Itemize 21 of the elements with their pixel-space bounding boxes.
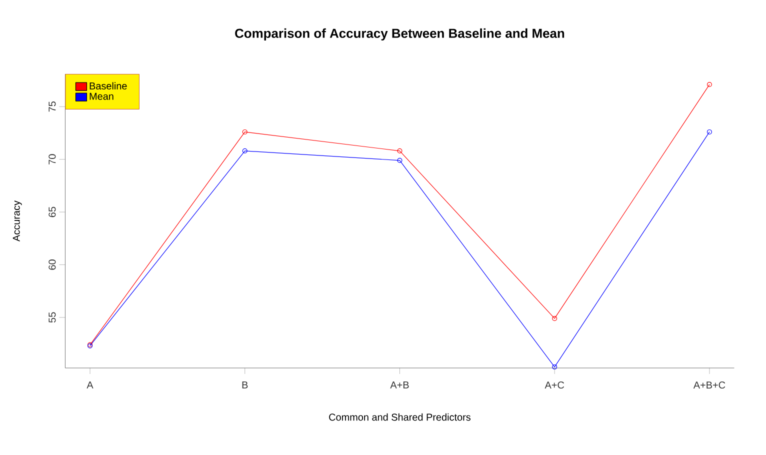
- y-tick-label: 55: [48, 312, 56, 323]
- y-tick-label: 65: [48, 206, 56, 218]
- point: [242, 129, 248, 134]
- y-tick-label: 70: [48, 154, 56, 164]
- x-tick-label: A+B: [390, 382, 409, 388]
- legend-label: Mean: [90, 92, 114, 100]
- x-tick-label: A: [86, 382, 94, 388]
- x-tick-label: A+B+C: [693, 382, 726, 389]
- legend-label: Baseline: [90, 82, 127, 90]
- x-tick-label: B: [242, 382, 248, 388]
- x-axis-title: Common and Shared Predictors: [329, 413, 471, 421]
- point: [397, 158, 402, 163]
- y-tick-label: 75: [48, 102, 56, 112]
- y-axis-title: Accuracy: [12, 200, 22, 242]
- x-tick-label: A+C: [544, 382, 564, 389]
- point: [552, 316, 558, 321]
- chart-title: Comparison of Accuracy Between Baseline and Mean: [235, 28, 564, 40]
- y-tick-label: 60: [48, 260, 56, 270]
- point: [397, 148, 402, 154]
- point: [242, 148, 248, 154]
- point: [552, 364, 558, 370]
